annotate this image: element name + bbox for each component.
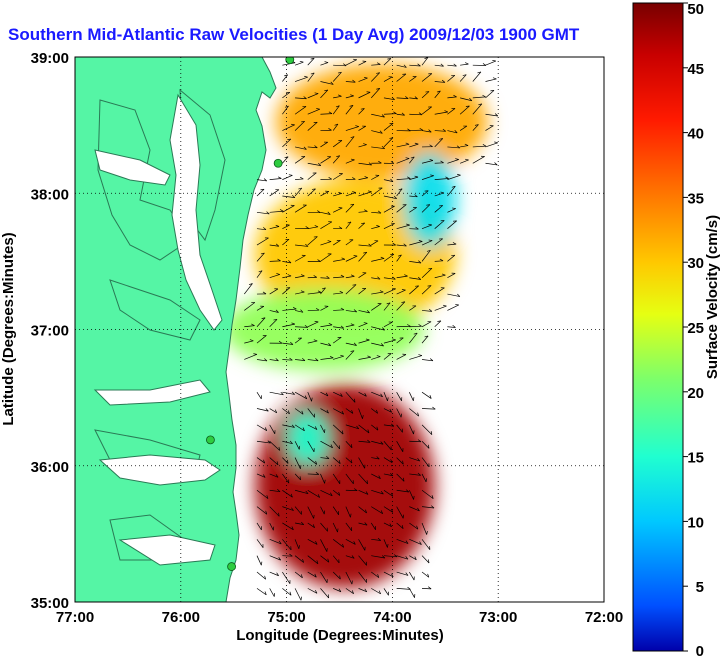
x-tick-label-2: 75:00 xyxy=(267,609,305,626)
station-markers xyxy=(206,57,295,571)
colorbar-tick-label-4: 30 xyxy=(687,255,704,272)
velocity-region-2 xyxy=(402,152,456,248)
velocity-field xyxy=(223,63,488,589)
grid-lines xyxy=(75,57,604,602)
y-tick-label-3: 36:00 xyxy=(31,459,69,476)
y-tick-label-2: 37:00 xyxy=(31,323,69,340)
plot-frame xyxy=(74,56,605,603)
y-tick-label-0: 39:00 xyxy=(31,50,69,67)
colorbar xyxy=(632,2,684,652)
x-tick-label-5: 72:00 xyxy=(585,609,623,626)
colorbar-tick-label-0: 50 xyxy=(687,1,704,18)
x-axis: 77:00 76:00 75:00 74:00 73:00 72:00 xyxy=(56,609,623,626)
station-marker-2 xyxy=(206,435,215,445)
velocity-vectors xyxy=(244,57,499,601)
x-axis-label: Longitude (Degrees:Minutes) xyxy=(236,627,444,644)
x-tick-label-1: 76:00 xyxy=(162,609,200,626)
colorbar-tick-label-9: 5 xyxy=(696,579,704,596)
y-axis-label: Latitude (Degrees:Minutes) xyxy=(0,232,17,425)
colorbar-tick-label-7: 15 xyxy=(687,450,704,467)
bay-water xyxy=(93,93,223,566)
y-tick-label-1: 38:00 xyxy=(31,186,69,203)
x-tick-label-4: 73:00 xyxy=(479,609,517,626)
y-tick-label-4: 35:00 xyxy=(31,595,69,612)
colorbar-tick-label-3: 35 xyxy=(687,190,704,207)
station-marker-1 xyxy=(273,158,283,168)
colorbar-tick-label-6: 20 xyxy=(687,385,704,402)
x-tick-label-0: 77:00 xyxy=(56,609,94,626)
velocity-region-5 xyxy=(286,411,329,466)
velocity-region-0 xyxy=(276,63,488,180)
colorbar-tick-label-8: 10 xyxy=(687,514,704,531)
colorbar-tick-label-10: 0 xyxy=(696,643,704,659)
velocity-region-4 xyxy=(254,384,435,589)
colorbar-label: Surface Velocity (cm/s) xyxy=(704,215,721,379)
station-marker-3 xyxy=(227,562,236,571)
colorbar-tick-label-1: 45 xyxy=(687,61,704,78)
x-tick-label-3: 74:00 xyxy=(373,609,411,626)
chart-title: Southern Mid-Atlantic Raw Velocities (1 … xyxy=(8,25,580,44)
station-marker-0 xyxy=(285,57,295,65)
colorbar-tick-label-5: 25 xyxy=(687,320,704,337)
colorbar-tick-label-2: 40 xyxy=(687,126,704,143)
y-axis: 39:00 38:00 37:00 36:00 35:00 xyxy=(31,50,69,612)
